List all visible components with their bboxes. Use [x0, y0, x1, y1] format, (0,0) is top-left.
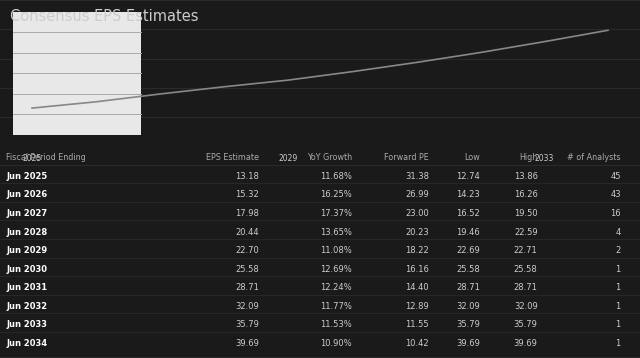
Text: Jun 2025: Jun 2025 — [6, 172, 47, 181]
Text: 23.00: 23.00 — [405, 209, 429, 218]
Text: 4: 4 — [616, 228, 621, 237]
Text: 28.71: 28.71 — [514, 283, 538, 292]
Text: 16: 16 — [610, 209, 621, 218]
Text: 16.26: 16.26 — [514, 190, 538, 199]
Text: 22.70: 22.70 — [236, 246, 259, 255]
Text: 22.71: 22.71 — [514, 246, 538, 255]
Text: 20.44: 20.44 — [236, 228, 259, 237]
Text: 12.74: 12.74 — [456, 172, 480, 181]
Text: 1: 1 — [616, 339, 621, 348]
Text: High: High — [519, 153, 538, 162]
Text: Jun 2027: Jun 2027 — [6, 209, 47, 218]
Text: 43: 43 — [610, 190, 621, 199]
Text: 1: 1 — [616, 265, 621, 274]
Text: 35.79: 35.79 — [514, 320, 538, 329]
Text: 22.59: 22.59 — [514, 228, 538, 237]
Text: Fiscal Period Ending: Fiscal Period Ending — [6, 153, 86, 162]
Text: 16.52: 16.52 — [456, 209, 480, 218]
Text: 35.79: 35.79 — [236, 320, 259, 329]
Text: 12.69%: 12.69% — [320, 265, 352, 274]
Text: 19.50: 19.50 — [514, 209, 538, 218]
Text: 28.71: 28.71 — [456, 283, 480, 292]
Text: 32.09: 32.09 — [514, 302, 538, 311]
Text: 25.58: 25.58 — [514, 265, 538, 274]
Text: Jun 2030: Jun 2030 — [6, 265, 47, 274]
Text: 13.65%: 13.65% — [320, 228, 352, 237]
Text: 32.09: 32.09 — [456, 302, 480, 311]
Text: 39.69: 39.69 — [514, 339, 538, 348]
Text: 25.58: 25.58 — [236, 265, 259, 274]
Text: 11.53%: 11.53% — [320, 320, 352, 329]
Text: 17.37%: 17.37% — [320, 209, 352, 218]
Text: 2: 2 — [616, 246, 621, 255]
Text: 16.16: 16.16 — [405, 265, 429, 274]
Text: YoY Growth: YoY Growth — [307, 153, 352, 162]
Text: 25.58: 25.58 — [456, 265, 480, 274]
Text: 11.55: 11.55 — [405, 320, 429, 329]
Text: Jun 2026: Jun 2026 — [6, 190, 47, 199]
Text: Jun 2029: Jun 2029 — [6, 246, 47, 255]
Text: 1: 1 — [616, 283, 621, 292]
Text: Consensus EPS Estimates: Consensus EPS Estimates — [10, 9, 198, 24]
Text: 45: 45 — [611, 172, 621, 181]
Text: Jun 2034: Jun 2034 — [6, 339, 47, 348]
Text: 10.42: 10.42 — [405, 339, 429, 348]
Text: 22.69: 22.69 — [456, 246, 480, 255]
Text: 12.24%: 12.24% — [321, 283, 352, 292]
Text: 11.68%: 11.68% — [320, 172, 352, 181]
Text: Forward PE: Forward PE — [384, 153, 429, 162]
Text: 39.69: 39.69 — [456, 339, 480, 348]
Text: Low: Low — [464, 153, 480, 162]
Text: 12.89: 12.89 — [405, 302, 429, 311]
Text: Jun 2032: Jun 2032 — [6, 302, 47, 311]
Text: 31.38: 31.38 — [404, 172, 429, 181]
Text: 18.22: 18.22 — [405, 246, 429, 255]
Text: Jun 2028: Jun 2028 — [6, 228, 47, 237]
Text: 15.32: 15.32 — [236, 190, 259, 199]
Text: 19.46: 19.46 — [456, 228, 480, 237]
Text: 20.23: 20.23 — [405, 228, 429, 237]
Text: 39.69: 39.69 — [236, 339, 259, 348]
Text: 14.40: 14.40 — [405, 283, 429, 292]
Text: 26.99: 26.99 — [405, 190, 429, 199]
Text: 1: 1 — [616, 320, 621, 329]
Text: EPS Estimate: EPS Estimate — [206, 153, 259, 162]
Text: Jun 2033: Jun 2033 — [6, 320, 47, 329]
FancyBboxPatch shape — [13, 12, 141, 135]
Text: 1: 1 — [616, 302, 621, 311]
Text: 14.23: 14.23 — [456, 190, 480, 199]
Text: 11.08%: 11.08% — [320, 246, 352, 255]
Text: # of Analysts: # of Analysts — [567, 153, 621, 162]
Text: 13.18: 13.18 — [236, 172, 259, 181]
Text: 10.90%: 10.90% — [321, 339, 352, 348]
Text: 13.86: 13.86 — [514, 172, 538, 181]
Text: 28.71: 28.71 — [236, 283, 259, 292]
Text: 35.79: 35.79 — [456, 320, 480, 329]
Text: 11.77%: 11.77% — [320, 302, 352, 311]
Text: Jun 2031: Jun 2031 — [6, 283, 47, 292]
Text: 17.98: 17.98 — [236, 209, 259, 218]
Text: 16.25%: 16.25% — [320, 190, 352, 199]
Text: 32.09: 32.09 — [236, 302, 259, 311]
